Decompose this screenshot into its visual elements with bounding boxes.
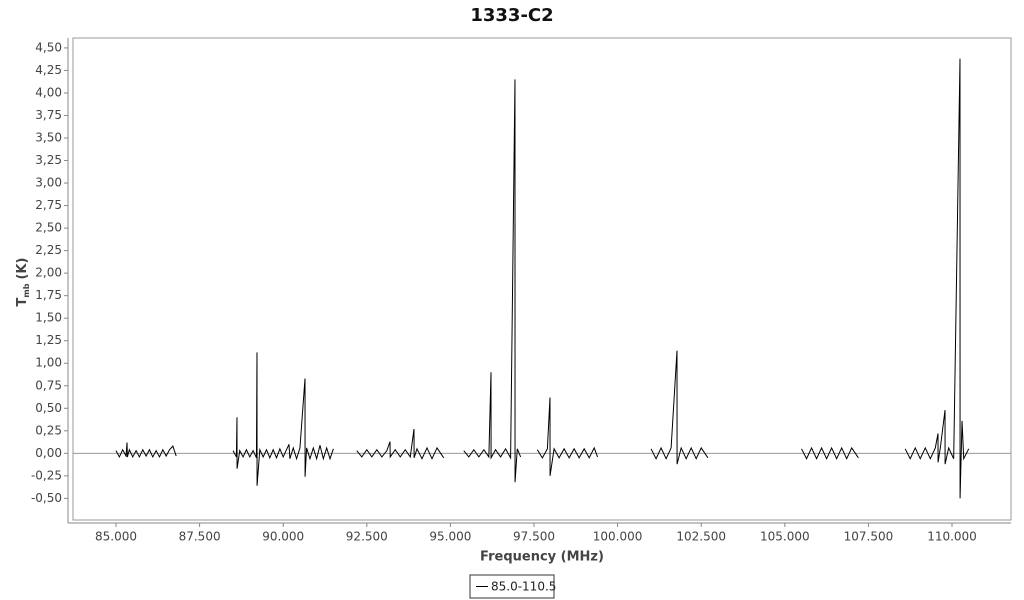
- legend-label: 85.0-110.5: [491, 580, 556, 594]
- x-tick-label: 90.000: [262, 530, 304, 544]
- y-tick-label: 2,50: [35, 221, 62, 235]
- y-tick-label: 0,75: [35, 378, 62, 392]
- y-tick-label: 4,00: [35, 85, 62, 99]
- y-tick-label: 4,50: [35, 40, 62, 54]
- y-tick-label: 1,00: [35, 356, 62, 370]
- y-tick-label: 1,50: [35, 311, 62, 325]
- y-tick-label: 3,75: [35, 108, 62, 122]
- series-line: [115, 58, 970, 499]
- x-tick-label: 102.500: [676, 530, 726, 544]
- y-label-main: T: [15, 297, 30, 306]
- y-tick-label: -0,50: [31, 491, 62, 505]
- plot-frame: [72, 37, 1012, 521]
- y-tick-label: 1,25: [35, 333, 62, 347]
- x-tick-label: 110.000: [927, 530, 977, 544]
- x-axis-label: Frequency (MHz): [480, 550, 604, 565]
- x-tick-label: 105.000: [760, 530, 810, 544]
- legend-box: [469, 574, 555, 599]
- y-tick-label: 2,00: [35, 266, 62, 280]
- y-tick-label: 0,25: [35, 423, 62, 437]
- y-tick-label: 3,50: [35, 131, 62, 145]
- x-tick-label: 87.500: [179, 530, 221, 544]
- y-tick-label: 2,75: [35, 198, 62, 212]
- chart-title: 1333-C2: [470, 5, 553, 26]
- y-tick-label: 4,25: [35, 63, 62, 77]
- y-axis-label: Tmb (K): [15, 258, 31, 307]
- y-tick-label: -0,25: [31, 468, 62, 482]
- x-tick-label: 97.500: [513, 530, 555, 544]
- x-tick-label: 95.000: [429, 530, 471, 544]
- x-tick-label: 85.000: [95, 530, 137, 544]
- x-tick-label: 92.500: [346, 530, 388, 544]
- y-tick-label: 1,75: [35, 288, 62, 302]
- y-tick-label: 3,00: [35, 176, 62, 190]
- y-tick-label: 0,50: [35, 401, 62, 415]
- y-label-sub: mb: [22, 283, 31, 297]
- y-tick-label: 2,25: [35, 243, 62, 257]
- x-tick-label: 107.500: [844, 530, 894, 544]
- y-tick-label: 3,25: [35, 153, 62, 167]
- x-tick-label: 100.000: [593, 530, 643, 544]
- y-label-unit: (K): [15, 258, 30, 280]
- y-tick-label: 0,00: [35, 446, 62, 460]
